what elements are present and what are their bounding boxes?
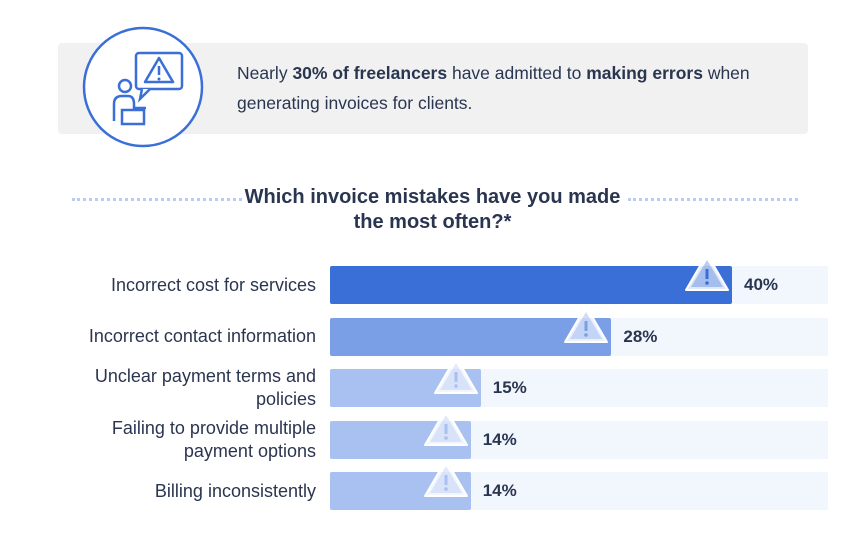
category-label: Incorrect contact information [16,318,316,356]
category-label: Incorrect cost for services [16,266,316,304]
banner-text-part: when generating invoices for clients. [237,63,750,113]
warning-icon [423,459,468,497]
category-label: Failing to provide multiple payment opti… [16,418,316,461]
value-label: 15% [492,378,527,397]
category-text: Failing to provide multiple payment opti… [111,417,316,461]
banner-text-part: Nearly [237,63,293,83]
category-text: Incorrect cost for services [110,274,316,295]
bar [330,317,612,356]
category-label: Billing inconsistently [16,472,316,510]
icon [82,26,204,148]
value-label: 28% [623,326,658,346]
category-text: Incorrect contact information [88,326,316,346]
banner-text-part: have admitted to [447,63,587,83]
value-label: 40% [744,275,779,294]
warning-icon [564,304,609,343]
banner-text-part: making errors [586,63,703,83]
divider [628,198,798,201]
category-text: Unclear payment terms and policies [94,366,316,409]
value-label: 14% [482,481,517,500]
value-label: 14% [482,429,517,449]
warning-icon [423,407,468,446]
banner-text: Nearly 30% of freelancers have admitted … [237,58,797,118]
chart-title: Which invoice mistakes have you made the… [244,186,621,233]
bar [330,266,732,304]
banner-text-part: 30% of freelancers [292,63,448,83]
warning-icon [433,356,478,394]
category-label: Unclear payment terms and policies [16,366,316,409]
divider [72,198,242,201]
category-text: Billing inconsistently [154,480,316,501]
warning-icon [685,253,729,291]
